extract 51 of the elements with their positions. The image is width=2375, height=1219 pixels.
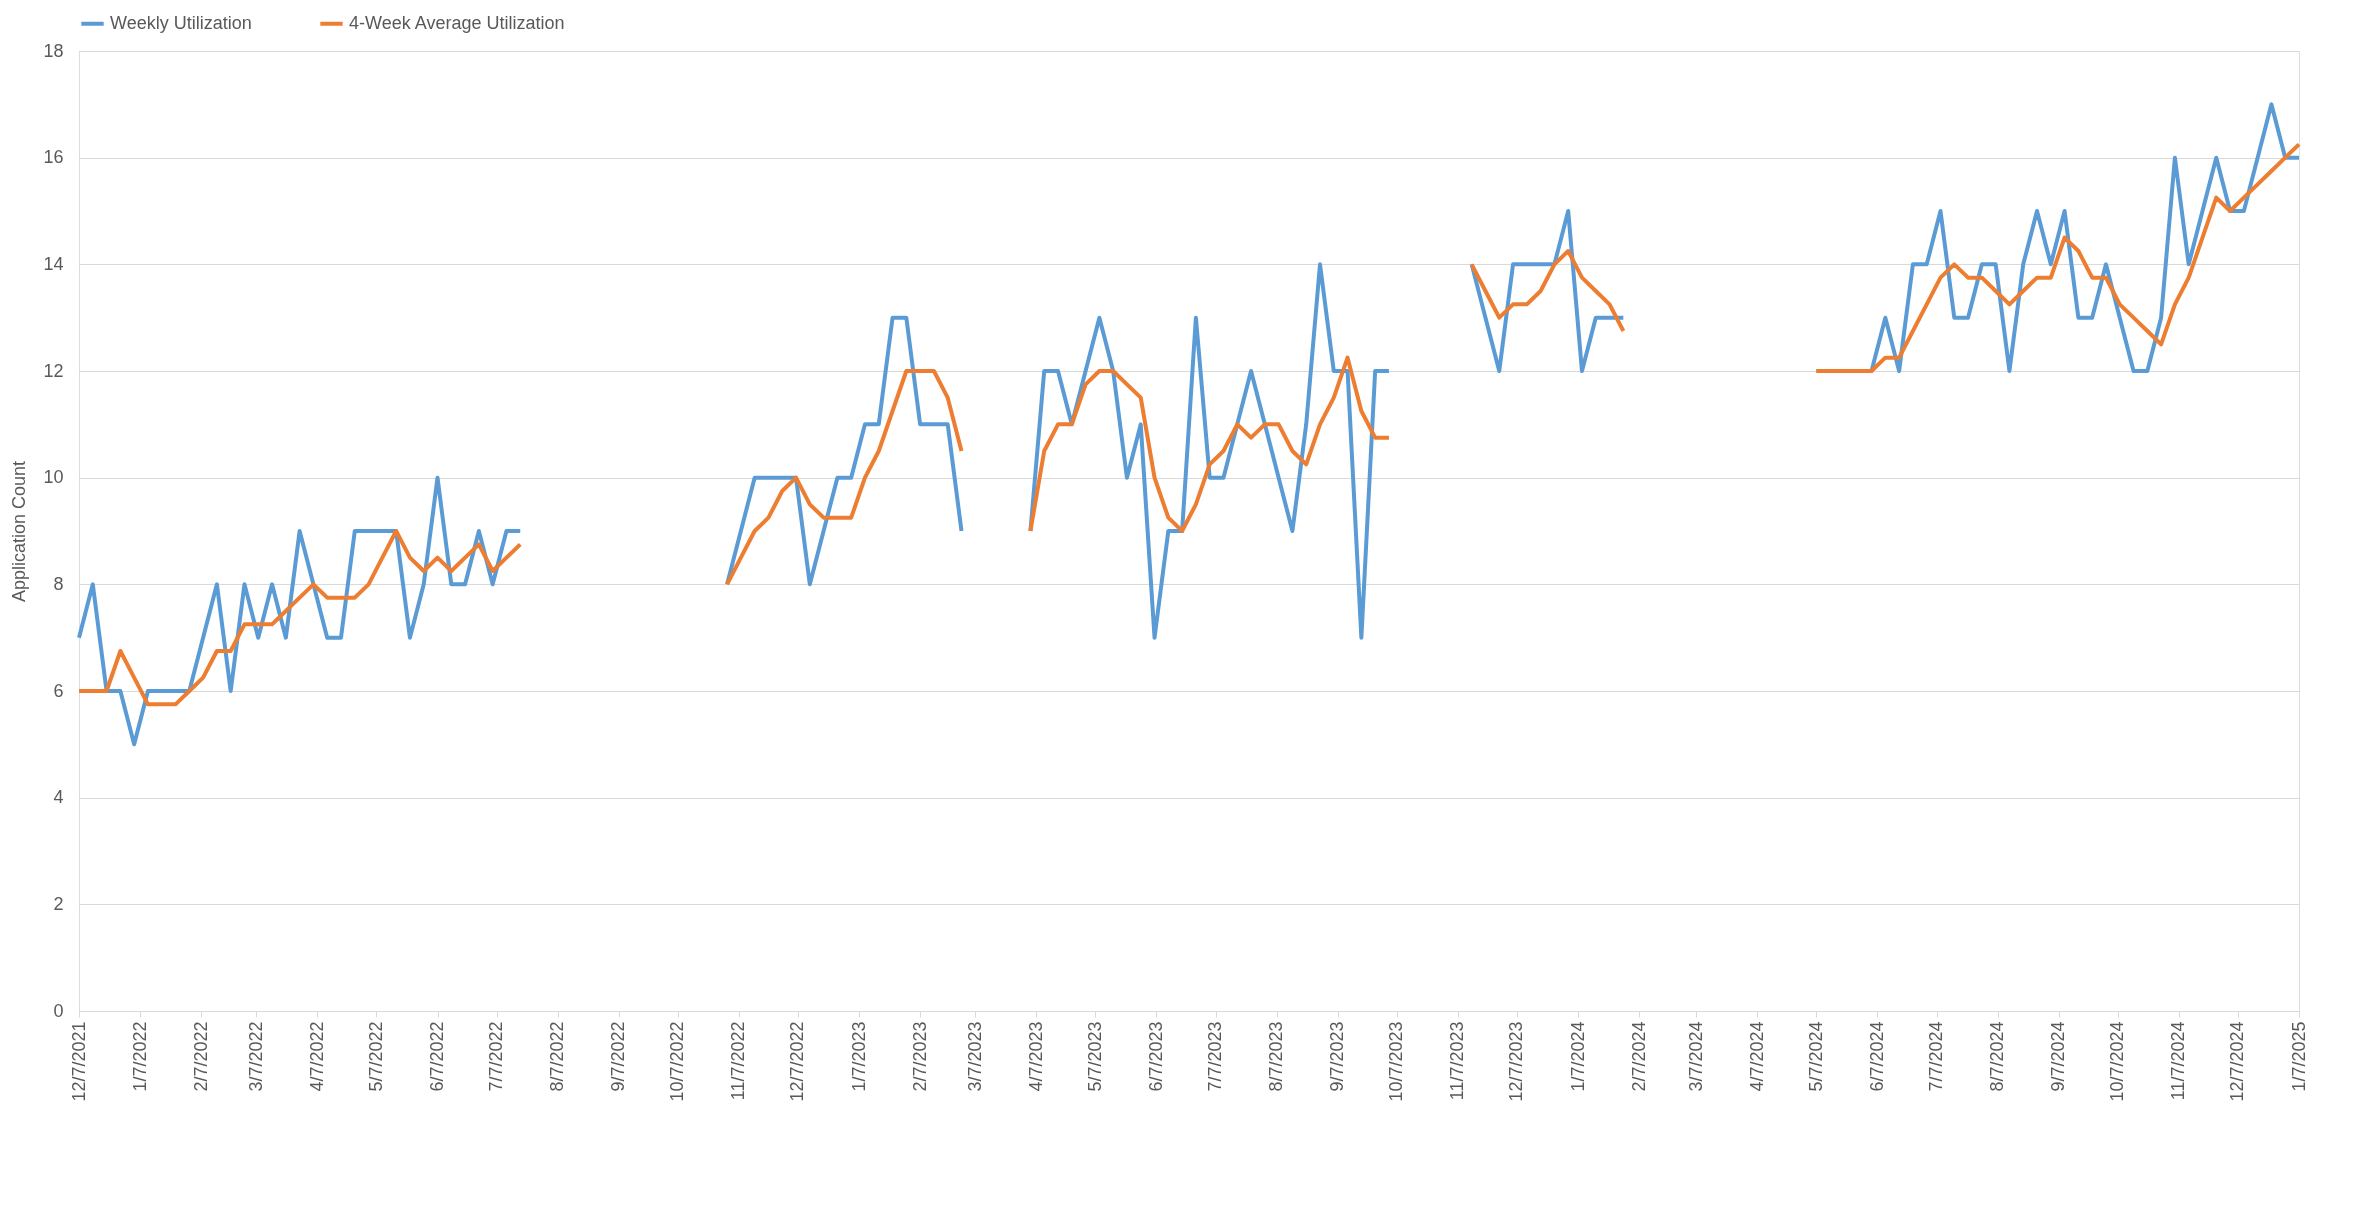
x-tick-label: 11/7/2022 [728,1021,749,1101]
legend-label: Weekly Utilization [110,12,252,33]
x-tick-label: 6/7/2023 [1146,1021,1166,1092]
y-axis-title: Application Count [9,460,30,603]
x-tick-label: 8/7/2023 [1266,1021,1287,1092]
x-tick-label: 1/7/2023 [848,1021,869,1092]
x-tick-label: 4/7/2023 [1025,1021,1046,1092]
x-tick-label: 10/7/2024 [2107,1021,2128,1102]
x-tick-label: 5/7/2024 [1805,1021,1826,1092]
x-tick-label: 11/7/2023 [1447,1021,1468,1101]
x-tick-label: 1/7/2025 [2288,1021,2309,1092]
x-tick-label: 4/7/2022 [306,1021,327,1092]
legend-label: 4-Week Average Utilization [349,12,565,33]
x-tick-label: 2/7/2022 [190,1021,211,1092]
y-tick-label: 2 [53,893,64,914]
x-tick-label: 1/7/2022 [129,1021,150,1092]
y-tick-label: 16 [43,147,64,168]
x-tick-label: 10/7/2023 [1386,1021,1407,1102]
x-tick-label: 2/7/2023 [909,1021,930,1092]
y-tick-label: 6 [53,680,64,701]
x-tick-label: 1/7/2024 [1567,1021,1588,1092]
x-tick-label: 12/7/2024 [2227,1021,2248,1102]
y-tick-label: 0 [53,1000,64,1021]
y-tick-label: 12 [43,360,64,381]
x-tick-label: 3/7/2024 [1685,1021,1706,1092]
y-tick-label: 18 [43,40,64,61]
x-tick-label: 8/7/2024 [1987,1021,2008,1092]
x-tick-label: 6/7/2024 [1866,1021,1887,1092]
x-tick-label: 4/7/2024 [1746,1021,1767,1092]
x-tick-label: 7/7/2023 [1205,1021,1226,1092]
y-tick-label: 14 [43,253,64,274]
x-tick-label: 12/7/2022 [787,1021,808,1102]
y-tick-label: 8 [53,573,64,594]
y-tick-label: 10 [43,467,64,488]
x-tick-label: 10/7/2022 [667,1021,688,1102]
y-tick-label: 4 [53,787,64,808]
x-tick-label: 5/7/2023 [1084,1021,1105,1092]
x-tick-label: 7/7/2024 [1926,1021,1947,1092]
x-tick-label: 9/7/2022 [608,1021,629,1092]
x-tick-label: 3/7/2023 [964,1021,985,1092]
x-tick-label: 5/7/2022 [365,1021,386,1092]
x-tick-label: 2/7/2024 [1628,1021,1649,1092]
x-tick-label: 6/7/2022 [427,1021,448,1092]
x-tick-label: 8/7/2022 [547,1021,568,1092]
x-tick-label: 12/7/2023 [1506,1021,1527,1102]
x-tick-label: 12/7/2021 [68,1021,89,1102]
x-tick-label: 11/7/2024 [2168,1021,2189,1101]
x-tick-label: 7/7/2022 [486,1021,507,1092]
x-tick-label: 9/7/2023 [1327,1021,1348,1092]
x-tick-label: 3/7/2022 [245,1021,266,1092]
x-tick-label: 9/7/2024 [2048,1021,2069,1092]
